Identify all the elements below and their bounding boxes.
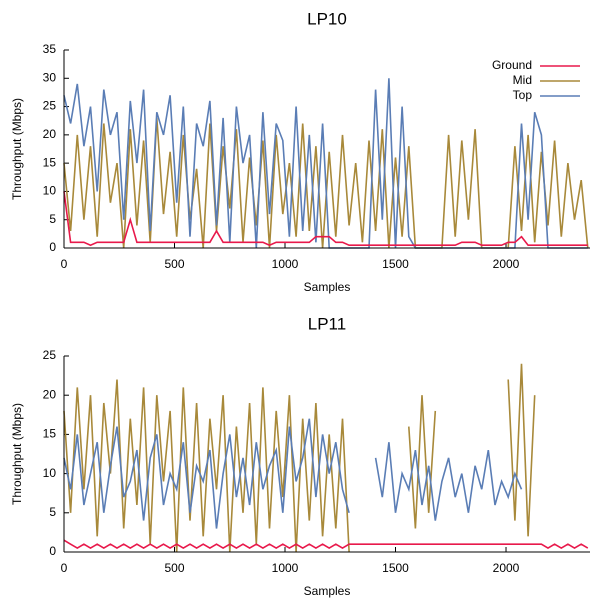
y-tick-label: 20 bbox=[43, 127, 57, 141]
x-tick-label: 500 bbox=[164, 257, 184, 271]
x-axis-label: Samples bbox=[304, 280, 351, 294]
x-tick-label: 1000 bbox=[272, 561, 299, 575]
series-line bbox=[63, 418, 523, 529]
y-tick-label: 5 bbox=[49, 212, 56, 226]
x-tick-label: 1000 bbox=[272, 257, 299, 271]
x-axis-label: Samples bbox=[304, 584, 351, 598]
legend-label: Top bbox=[513, 88, 533, 102]
legend-label: Ground bbox=[492, 58, 532, 72]
x-tick-label: 1500 bbox=[382, 257, 409, 271]
y-tick-label: 0 bbox=[49, 240, 56, 254]
y-tick-label: 35 bbox=[43, 42, 57, 56]
series-line bbox=[63, 191, 588, 247]
x-tick-label: 2000 bbox=[493, 257, 520, 271]
chart-title: LP11 bbox=[308, 314, 346, 333]
x-tick-label: 500 bbox=[164, 561, 184, 575]
x-tick-label: 0 bbox=[61, 257, 68, 271]
y-tick-label: 15 bbox=[43, 155, 57, 169]
y-tick-label: 5 bbox=[49, 505, 56, 519]
y-tick-label: 10 bbox=[43, 466, 57, 480]
y-tick-label: 10 bbox=[43, 184, 57, 198]
y-tick-label: 0 bbox=[49, 544, 56, 558]
y-tick-label: 30 bbox=[43, 70, 57, 84]
y-axis-label: Throughput (Mbps) bbox=[10, 403, 24, 505]
y-tick-label: 25 bbox=[43, 99, 57, 113]
y-tick-label: 25 bbox=[43, 348, 57, 362]
legend-label: Mid bbox=[513, 73, 532, 87]
x-tick-label: 0 bbox=[61, 561, 68, 575]
y-tick-label: 20 bbox=[43, 387, 57, 401]
series-line bbox=[63, 539, 589, 550]
x-tick-label: 1500 bbox=[382, 561, 409, 575]
chart-title: LP10 bbox=[307, 9, 347, 28]
y-axis-label: Throughput (Mbps) bbox=[10, 98, 24, 200]
x-tick-label: 2000 bbox=[493, 561, 520, 575]
y-tick-label: 15 bbox=[43, 427, 57, 441]
